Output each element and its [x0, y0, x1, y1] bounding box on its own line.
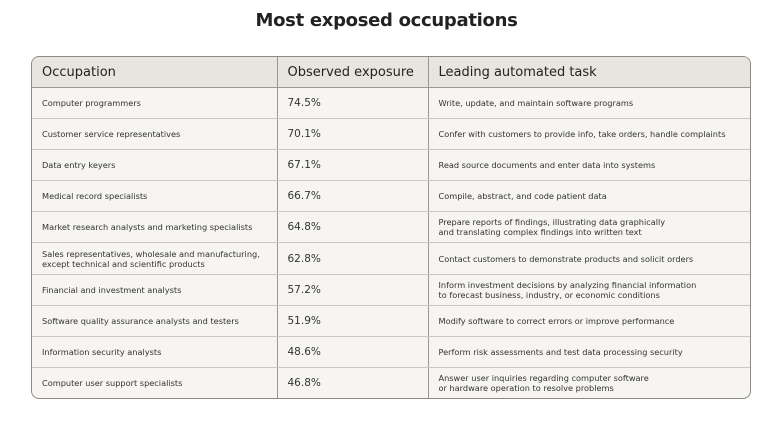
task-cell: Prepare reports of findings, illustratin… — [428, 211, 750, 244]
exposure-cell: 57.2% — [277, 274, 429, 306]
occupation-cell: Data entry keyers — [32, 149, 278, 182]
task-cell: Modify software to correct errors or imp… — [428, 305, 750, 337]
table: Occupation Observed exposure Leading autom… — [32, 57, 750, 398]
task-cell: Read source documents and enter data int… — [428, 149, 750, 182]
exposure-cell: 48.6% — [277, 336, 429, 368]
exposure-cell: 67.1% — [277, 149, 429, 182]
column-header: Observed exposure — [277, 57, 429, 88]
header-row: Occupation Observed exposure Leading autom… — [32, 57, 750, 88]
task-cell: Compile, abstract, and code patient data — [428, 180, 750, 213]
table-row: Data entry keyers 67.1% Read source docume… — [32, 149, 750, 182]
column-header: Leading automated task — [428, 57, 750, 88]
exposure-cell: 64.8% — [277, 211, 429, 244]
occupation-cell: Software quality assurance analysts and … — [32, 305, 278, 337]
occupation-cell: Information security analysts — [32, 336, 278, 368]
task-cell: Write, update, and maintain software pro… — [428, 87, 750, 120]
exposure-cell: 70.1% — [277, 118, 429, 151]
occupation-cell: Computer user support specialists — [32, 367, 278, 398]
task-cell: Perform risk assessments and test data p… — [428, 336, 750, 368]
task-cell: Answer user inquiries regarding computer… — [438, 372, 649, 393]
exposure-cell: 66.7% — [277, 180, 429, 213]
column-header: Occupation — [32, 57, 278, 88]
exposure-cell: 74.5% — [277, 87, 429, 120]
task-cell: Contact customers to demonstrate product… — [428, 242, 750, 275]
occupation-cell: Medical record specialists — [32, 180, 278, 213]
table-row: Financial and investment analysts 57.2% In… — [32, 274, 750, 306]
table-row: Sales representatives, wholesale and man… — [32, 242, 750, 275]
occupation-cell: Financial and investment analysts — [32, 274, 278, 306]
table-row: Computer programmers 74.5% Write, update, … — [32, 87, 750, 120]
occupation-cell: Computer programmers — [32, 87, 278, 120]
table-body: Computer programmers 74.5% Write, update, … — [32, 87, 750, 398]
exposure-cell: 46.8% — [277, 367, 429, 398]
occupation-cell: Market research analysts and marketing s… — [32, 211, 278, 244]
exposure-cell: 62.8% — [277, 242, 429, 275]
task-cell: Confer with customers to provide info, t… — [428, 118, 750, 151]
table-row: Computer user support specialists 46.8% An… — [32, 367, 750, 398]
exposure-cell: 51.9% — [277, 305, 429, 337]
table-row: Medical record specialists 66.7% Compile, … — [32, 180, 750, 213]
table-frame: Occupation Observed exposure Leading autom… — [31, 56, 751, 399]
table-row: Information security analysts 48.6% Perfor… — [32, 336, 750, 368]
table-row: Market research analysts and marketing s… — [32, 211, 750, 244]
occupation-cell: Sales representatives, wholesale and man… — [32, 242, 278, 275]
title: Most exposed occupations — [255, 10, 518, 31]
table-row: Software quality assurance analysts and … — [32, 305, 750, 337]
table-row: Customer service representatives 70.1% Con… — [32, 118, 750, 151]
occupation-cell: Customer service representatives — [32, 118, 278, 151]
task-cell: Inform investment decisions by analyzing… — [428, 274, 750, 306]
